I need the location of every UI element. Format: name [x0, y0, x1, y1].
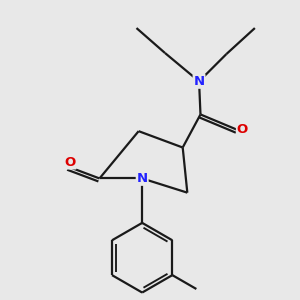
Text: N: N [194, 75, 205, 88]
Text: O: O [64, 156, 76, 169]
Text: N: N [136, 172, 148, 185]
Text: O: O [237, 123, 248, 136]
